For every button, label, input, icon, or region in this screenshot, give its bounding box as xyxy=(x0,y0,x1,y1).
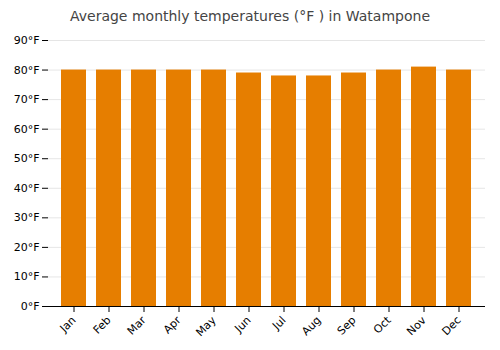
svg-text:10°F: 10°F xyxy=(14,270,40,283)
svg-text:Oct: Oct xyxy=(371,313,394,336)
svg-text:0°F: 0°F xyxy=(21,300,40,313)
svg-text:Sep: Sep xyxy=(335,314,359,338)
svg-text:20°F: 20°F xyxy=(14,241,40,254)
svg-text:Dec: Dec xyxy=(439,314,463,338)
svg-text:Nov: Nov xyxy=(404,313,429,338)
svg-text:70°F: 70°F xyxy=(14,93,40,106)
svg-text:Jul: Jul xyxy=(269,314,288,333)
svg-text:Mar: Mar xyxy=(125,313,149,337)
svg-text:40°F: 40°F xyxy=(14,182,40,195)
html-text:Average monthly temperatures (: Average monthly temperatures (°F ) in Wa… xyxy=(70,8,430,24)
svg-text:60°F: 60°F xyxy=(14,123,40,136)
svg-text:50°F: 50°F xyxy=(14,152,40,165)
svg-text:90°F: 90°F xyxy=(14,34,40,47)
svg-text:Aug: Aug xyxy=(299,314,323,338)
svg-text:Jun: Jun xyxy=(232,314,254,336)
svg-text:80°F: 80°F xyxy=(14,64,40,77)
svg-text:30°F: 30°F xyxy=(14,211,40,224)
svg-text:Jan: Jan xyxy=(57,314,79,336)
svg-text:May: May xyxy=(193,313,219,339)
svg-text:Apr: Apr xyxy=(161,313,184,336)
svg-text:Feb: Feb xyxy=(91,314,114,337)
